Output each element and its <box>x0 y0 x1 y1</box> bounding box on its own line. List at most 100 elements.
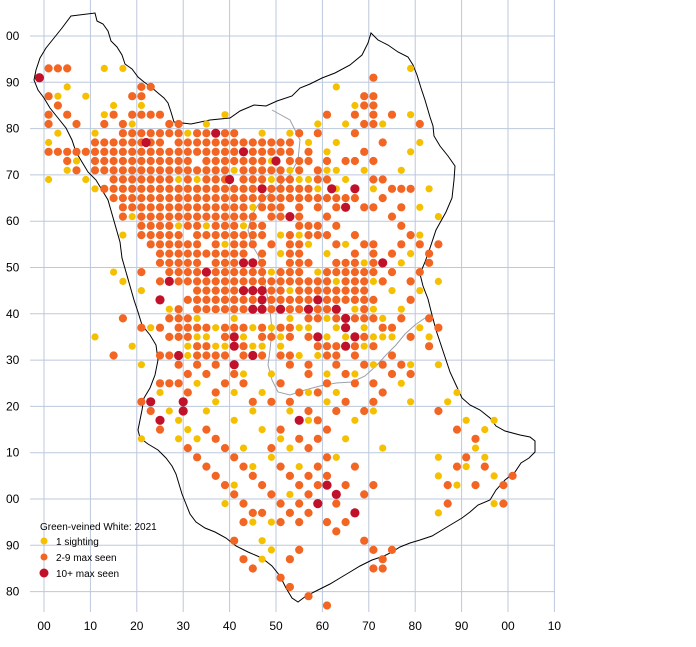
record-one-sighting <box>397 305 405 313</box>
record-two-to-nine <box>193 286 202 295</box>
record-two-to-nine <box>452 425 462 434</box>
record-two-to-nine <box>322 601 332 610</box>
record-one-sighting <box>397 166 405 174</box>
record-two-to-nine <box>295 545 304 555</box>
record-one-sighting <box>239 370 248 378</box>
record-two-to-nine <box>155 379 165 388</box>
record-one-sighting <box>332 166 340 174</box>
record-two-to-nine <box>239 240 248 249</box>
record-two-to-nine <box>285 138 294 147</box>
record-one-sighting <box>304 388 313 397</box>
record-two-to-nine <box>137 166 146 175</box>
record-two-to-nine <box>341 194 350 203</box>
record-two-to-nine <box>211 203 220 212</box>
record-two-to-nine <box>155 258 165 267</box>
record-two-to-nine <box>304 592 313 601</box>
record-two-to-nine <box>202 286 211 295</box>
record-two-to-nine <box>193 249 202 258</box>
record-one-sighting <box>128 342 136 350</box>
record-two-to-nine <box>137 221 146 230</box>
record-two-to-nine <box>239 138 248 147</box>
record-two-to-nine <box>155 129 165 138</box>
record-two-to-nine <box>239 166 248 175</box>
record-two-to-nine <box>387 249 397 258</box>
record-two-to-nine <box>350 110 359 119</box>
record-two-to-nine <box>109 138 118 147</box>
record-two-to-nine <box>369 175 378 184</box>
record-one-sighting <box>342 435 350 443</box>
y-tick-label: 40 <box>6 307 20 321</box>
record-two-to-nine <box>313 462 322 471</box>
record-two-to-nine <box>230 194 239 203</box>
record-two-to-nine <box>230 323 239 332</box>
record-two-to-nine <box>155 147 165 156</box>
record-two-to-nine <box>146 212 155 221</box>
record-two-to-nine <box>174 147 183 156</box>
record-two-to-nine <box>369 268 378 277</box>
record-one-sighting <box>175 175 183 184</box>
record-two-to-nine <box>360 119 369 129</box>
record-one-sighting <box>434 361 442 369</box>
record-two-to-nine <box>369 379 378 388</box>
record-two-to-nine <box>332 351 341 360</box>
record-two-to-nine <box>258 323 267 332</box>
record-two-to-nine <box>109 175 118 184</box>
record-two-to-nine <box>332 499 341 508</box>
record-two-to-nine <box>267 286 276 295</box>
record-two-to-nine <box>183 240 192 249</box>
y-tick-label: 00 <box>6 492 20 506</box>
record-two-to-nine <box>211 277 220 286</box>
record-two-to-nine <box>118 129 127 138</box>
record-two-to-nine <box>378 388 387 397</box>
record-two-to-nine <box>155 175 165 184</box>
record-one-sighting <box>82 175 90 184</box>
record-two-to-nine <box>90 166 100 175</box>
record-two-to-nine <box>387 545 397 555</box>
record-two-to-nine <box>276 175 285 184</box>
record-two-to-nine <box>220 184 230 193</box>
record-two-to-nine <box>285 184 294 193</box>
record-two-to-nine <box>258 249 267 258</box>
record-two-to-nine <box>285 508 294 517</box>
record-two-to-nine <box>146 156 155 166</box>
record-two-to-nine <box>258 481 267 490</box>
record-two-to-nine <box>350 129 359 138</box>
y-tick-label: 90 <box>6 75 20 89</box>
record-two-to-nine <box>183 156 192 166</box>
record-one-sighting <box>304 324 313 332</box>
record-two-to-nine <box>313 342 322 351</box>
record-one-sighting <box>286 287 294 295</box>
record-two-to-nine <box>128 147 137 156</box>
record-two-to-nine <box>211 434 220 443</box>
record-two-to-nine <box>202 231 211 240</box>
record-two-to-nine <box>211 194 220 203</box>
record-two-to-nine <box>313 416 322 425</box>
record-one-sighting <box>332 388 340 397</box>
record-two-to-nine <box>322 305 332 314</box>
record-two-to-nine <box>258 138 267 147</box>
record-one-sighting <box>63 83 71 91</box>
record-two-to-nine <box>499 499 508 508</box>
record-one-sighting <box>416 203 424 211</box>
record-two-to-nine <box>248 156 257 166</box>
record-two-to-nine <box>81 147 90 156</box>
record-one-sighting <box>388 333 396 341</box>
record-one-sighting <box>45 175 53 184</box>
record-ten-plus <box>322 480 332 490</box>
record-two-to-nine <box>174 277 183 286</box>
record-two-to-nine <box>100 138 109 147</box>
record-two-to-nine <box>285 194 294 203</box>
record-two-to-nine <box>425 342 434 351</box>
record-two-to-nine <box>239 194 248 203</box>
record-two-to-nine <box>118 212 127 221</box>
x-tick-label: 80 <box>409 619 423 633</box>
record-two-to-nine <box>406 277 415 286</box>
record-two-to-nine <box>322 110 332 119</box>
record-two-to-nine <box>378 194 387 203</box>
record-two-to-nine <box>220 258 230 267</box>
record-one-sighting <box>277 342 285 350</box>
record-one-sighting <box>267 518 275 526</box>
x-tick-label: 90 <box>455 619 469 633</box>
record-two-to-nine <box>230 258 239 267</box>
record-two-to-nine <box>53 147 63 156</box>
